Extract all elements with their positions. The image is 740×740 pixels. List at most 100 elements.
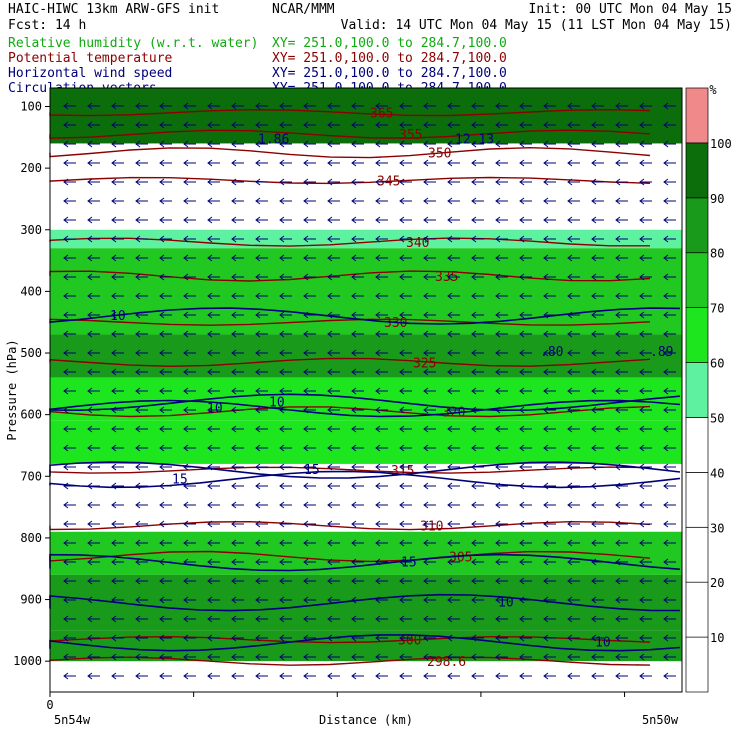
- colorbar-swatch: [685, 307, 709, 363]
- circulation-vector: [159, 558, 172, 566]
- circulation-vector: [375, 273, 388, 281]
- circulation-vector: [471, 102, 484, 110]
- wind-point-label: .89: [650, 345, 673, 360]
- rh-layer: [50, 334, 682, 378]
- circulation-vector: [543, 178, 556, 186]
- circulation-vector: [423, 653, 436, 661]
- circulation-vector: [423, 197, 436, 205]
- circulation-vector: [567, 615, 580, 623]
- circulation-vector: [207, 387, 220, 395]
- circulation-vector: [495, 520, 508, 528]
- circulation-vector: [327, 425, 340, 433]
- circulation-vector: [87, 463, 100, 471]
- circulation-vector: [255, 634, 268, 642]
- circulation-vector: [567, 558, 580, 566]
- circulation-vector: [303, 140, 316, 148]
- circulation-vector: [207, 368, 220, 376]
- circulation-vector: [495, 387, 508, 395]
- circulation-vector: [663, 216, 676, 224]
- circulation-vector: [279, 596, 292, 604]
- y-tick-label: 100: [20, 99, 42, 113]
- circulation-vector: [111, 216, 124, 224]
- circulation-vector: [159, 292, 172, 300]
- circulation-vector: [519, 539, 532, 547]
- circulation-vector: [423, 311, 436, 319]
- colorbar-swatch: [685, 252, 709, 308]
- circulation-vector: [543, 539, 556, 547]
- circulation-vector: [375, 368, 388, 376]
- circulation-vector: [519, 254, 532, 262]
- circulation-vector: [543, 292, 556, 300]
- circulation-vector: [663, 520, 676, 528]
- circulation-vector: [351, 273, 364, 281]
- circulation-vector: [447, 140, 460, 148]
- circulation-vector: [519, 482, 532, 490]
- circulation-vector: [63, 102, 76, 110]
- circulation-vector: [351, 235, 364, 243]
- circulation-vector: [447, 197, 460, 205]
- theta-contour-label: 310: [420, 520, 443, 535]
- circulation-vector: [255, 482, 268, 490]
- circulation-vector: [231, 197, 244, 205]
- circulation-vector: [303, 387, 316, 395]
- circulation-vector: [231, 482, 244, 490]
- circulation-vector: [471, 482, 484, 490]
- circulation-vector: [423, 596, 436, 604]
- circulation-vector: [63, 482, 76, 490]
- circulation-vector: [447, 368, 460, 376]
- circulation-vector: [663, 615, 676, 623]
- circulation-vector: [63, 444, 76, 452]
- circulation-vector: [543, 159, 556, 167]
- circulation-vector: [87, 178, 100, 186]
- circulation-vector: [399, 140, 412, 148]
- circulation-vector: [231, 349, 244, 357]
- y-axis-label: Pressure (hPa): [5, 339, 19, 440]
- circulation-vector: [63, 672, 76, 680]
- circulation-vector: [63, 577, 76, 585]
- circulation-vector: [375, 349, 388, 357]
- circulation-vector: [159, 615, 172, 623]
- circulation-vector: [279, 121, 292, 129]
- circulation-vector: [303, 102, 316, 110]
- circulation-vector: [399, 672, 412, 680]
- circulation-vector: [87, 292, 100, 300]
- circulation-vector: [303, 539, 316, 547]
- circulation-vector: [63, 653, 76, 661]
- y-tick-label: 800: [20, 531, 42, 545]
- circulation-vector: [375, 197, 388, 205]
- circulation-vector: [327, 501, 340, 509]
- wind-contour-label: 10: [595, 636, 611, 651]
- circulation-vector: [495, 102, 508, 110]
- circulation-vector: [471, 425, 484, 433]
- circulation-vector: [471, 501, 484, 509]
- circulation-vector: [183, 539, 196, 547]
- circulation-vector: [231, 368, 244, 376]
- y-tick-label: 500: [20, 346, 42, 360]
- circulation-vector: [255, 178, 268, 186]
- circulation-vector: [471, 159, 484, 167]
- colorbar-tick-label: 70: [710, 302, 724, 316]
- circulation-vector: [63, 140, 76, 148]
- circulation-vector: [543, 197, 556, 205]
- circulation-vector: [471, 197, 484, 205]
- circulation-vector: [111, 273, 124, 281]
- circulation-vector: [543, 121, 556, 129]
- circulation-vector: [63, 368, 76, 376]
- colorbar-swatch: [685, 417, 709, 473]
- circulation-vector: [183, 634, 196, 642]
- circulation-vector: [639, 254, 652, 262]
- circulation-vector: [351, 501, 364, 509]
- circulation-vector: [615, 387, 628, 395]
- circulation-vector: [519, 121, 532, 129]
- circulation-vector: [135, 463, 148, 471]
- circulation-vector: [567, 596, 580, 604]
- circulation-vector: [255, 368, 268, 376]
- theta-contour: [49, 237, 650, 247]
- circulation-vector: [231, 159, 244, 167]
- circulation-vector: [495, 425, 508, 433]
- circulation-vector: [183, 178, 196, 186]
- circulation-vector: [183, 216, 196, 224]
- circulation-vector: [159, 235, 172, 243]
- circulation-vector: [543, 596, 556, 604]
- circulation-vector: [87, 349, 100, 357]
